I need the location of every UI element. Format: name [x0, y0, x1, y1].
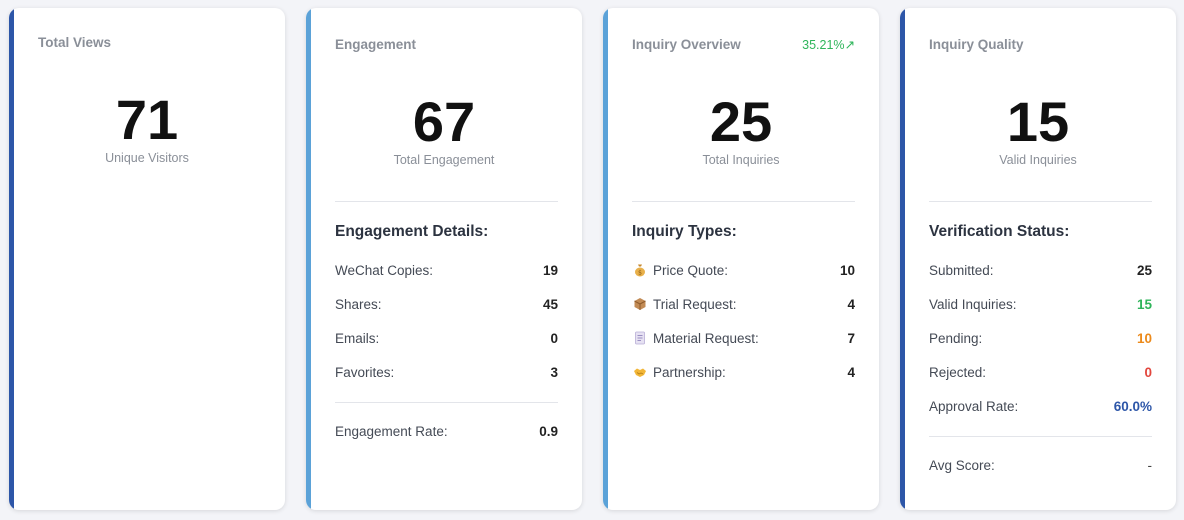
- engagement-count: 67: [412, 90, 476, 153]
- status-value: 25: [1136, 262, 1152, 278]
- detail-value: 3: [550, 364, 558, 380]
- inquiry-type-row: Partnership: 4: [632, 362, 855, 382]
- inquiry-type-row: $ Price Quote: 10: [632, 260, 855, 280]
- status-label: Pending:: [929, 330, 983, 346]
- status-row-approval-rate: Approval Rate: 60.0%: [929, 396, 1152, 416]
- detail-value: 19: [542, 262, 558, 278]
- inquiry-type-value: 10: [839, 262, 855, 278]
- inquiry-type-label: Price Quote:: [653, 262, 729, 278]
- views-count: 71: [115, 88, 179, 151]
- engagement-rate-value: 0.9: [539, 423, 558, 439]
- inquiry-type-row: Material Request: 7: [632, 328, 855, 348]
- inquiry-type-label: Trial Request:: [653, 296, 737, 312]
- inquiry-type-value: 4: [847, 364, 855, 380]
- detail-row-emails: Emails: 0: [335, 328, 558, 348]
- status-row-submitted: Submitted: 25: [929, 260, 1152, 280]
- detail-label: Shares:: [335, 296, 382, 312]
- quality-count: 15: [1006, 90, 1070, 153]
- inquiry-type-row: Trial Request: 4: [632, 294, 855, 314]
- trend-badge: 35.21%↗: [802, 38, 855, 52]
- inquiry-type-value: 7: [847, 330, 855, 346]
- detail-label: Favorites:: [335, 364, 395, 380]
- inquiry-count: 25: [709, 90, 773, 153]
- divider: [929, 201, 1152, 202]
- card-title: Total Views: [38, 35, 112, 50]
- status-value: 10: [1136, 330, 1152, 346]
- document-icon: [632, 331, 647, 346]
- status-label: Submitted:: [929, 262, 994, 278]
- detail-row-favorites: Favorites: 3: [335, 362, 558, 382]
- detail-value: 0: [550, 330, 558, 346]
- views-sub-label: Unique Visitors: [105, 151, 189, 165]
- card-title: Inquiry Quality: [929, 37, 1024, 52]
- status-row-valid: Valid Inquiries: 15: [929, 294, 1152, 314]
- total-views-card: Total Views 71 Unique Visitors: [9, 8, 285, 510]
- status-row-rejected: Rejected: 0: [929, 362, 1152, 382]
- card-title: Engagement: [335, 37, 417, 52]
- inquiry-types-title: Inquiry Types:: [632, 223, 737, 240]
- inquiry-quality-card: Inquiry Quality 15 Valid Inquiries Verif…: [900, 8, 1176, 510]
- inquiry-type-label: Material Request:: [653, 330, 759, 346]
- detail-label: Emails:: [335, 330, 380, 346]
- money-bag-icon: $: [632, 263, 647, 278]
- engagement-rate-row: Engagement Rate: 0.9: [335, 421, 558, 441]
- divider: [335, 402, 558, 403]
- divider: [335, 201, 558, 202]
- inquiry-overview-card: Inquiry Overview 35.21%↗ 25 Total Inquir…: [603, 8, 879, 510]
- detail-label: WeChat Copies:: [335, 262, 434, 278]
- status-value: 60.0%: [1113, 398, 1152, 414]
- engagement-card: Engagement 67 Total Engagement Engagemen…: [306, 8, 582, 510]
- status-label: Rejected:: [929, 364, 987, 380]
- quality-sub-label: Valid Inquiries: [999, 153, 1077, 167]
- verification-status-title: Verification Status:: [929, 223, 1070, 240]
- detail-row-shares: Shares: 45: [335, 294, 558, 314]
- detail-value: 45: [542, 296, 558, 312]
- status-value: 15: [1136, 296, 1152, 312]
- inquiry-sub-label: Total Inquiries: [702, 153, 780, 167]
- avg-score-value: -: [1147, 457, 1153, 473]
- avg-score-label: Avg Score:: [929, 457, 995, 473]
- inquiry-type-label: Partnership:: [653, 364, 726, 380]
- card-title: Inquiry Overview: [632, 37, 741, 52]
- package-icon: [632, 297, 647, 312]
- status-value: 0: [1144, 364, 1152, 380]
- divider: [929, 436, 1152, 437]
- handshake-icon: [632, 365, 647, 380]
- status-label: Valid Inquiries:: [929, 296, 1017, 312]
- inquiry-type-value: 4: [847, 296, 855, 312]
- avg-score-row: Avg Score: -: [929, 455, 1152, 475]
- status-row-pending: Pending: 10: [929, 328, 1152, 348]
- engagement-sub-label: Total Engagement: [393, 153, 495, 167]
- divider: [632, 201, 855, 202]
- status-label: Approval Rate:: [929, 398, 1019, 414]
- detail-row-wechat: WeChat Copies: 19: [335, 260, 558, 280]
- engagement-rate-label: Engagement Rate:: [335, 423, 448, 439]
- engagement-details-title: Engagement Details:: [335, 223, 489, 240]
- svg-text:$: $: [638, 270, 642, 277]
